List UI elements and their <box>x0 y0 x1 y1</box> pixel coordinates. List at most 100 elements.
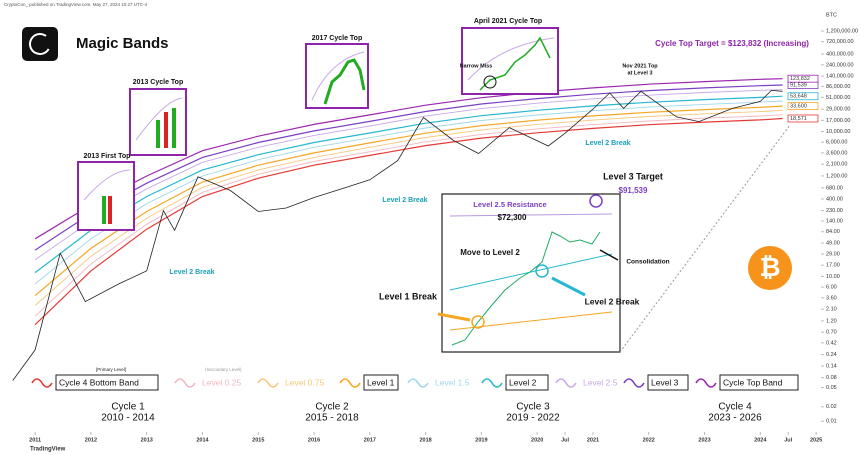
target-circle <box>589 194 603 208</box>
logo-mark <box>29 33 51 55</box>
band <box>34 95 783 274</box>
x-tick-label: Jul <box>561 437 569 443</box>
leader <box>619 124 791 353</box>
legend-swatch <box>695 378 717 388</box>
legend-swatch <box>555 378 577 388</box>
y-tick-label: 6,000.00 <box>826 140 847 146</box>
x-tick-label: 2019 <box>475 437 487 443</box>
plot <box>12 78 783 381</box>
annotation: 2013 First Top <box>84 153 131 160</box>
y-tick-label: 3,600.00 <box>826 150 847 156</box>
annotation: Level 2.5 Resistance <box>473 200 546 209</box>
break-circle <box>535 264 549 278</box>
y-tick-label: 400.00 <box>826 196 843 202</box>
price-tag-label: 33,600 <box>790 104 807 110</box>
thumb-candle <box>172 108 176 148</box>
annotation: April 2021 Cycle Top <box>474 18 542 25</box>
inset-line <box>449 213 613 217</box>
price-tag-label: 53,648 <box>790 94 807 100</box>
cycle-name: Cycle 1 <box>111 402 145 413</box>
y-tick-label: 0.24 <box>826 352 837 358</box>
x-tick-label: 2022 <box>643 437 655 443</box>
legend-note: (Secondary Level) <box>205 367 242 372</box>
thumb-candle <box>156 120 160 148</box>
price-tag <box>787 114 819 123</box>
x-tick-label: 2020 <box>531 437 543 443</box>
legend-label: Level 0.25 <box>202 377 241 387</box>
legend-swatch <box>339 378 361 388</box>
cycle-name: Cycle 2 <box>315 402 349 413</box>
band <box>34 84 783 251</box>
band <box>34 109 783 306</box>
x-tick-label: 2015 <box>252 437 264 443</box>
miss-circle <box>483 75 497 89</box>
inset-line <box>449 253 613 291</box>
y-tick-label: 2.10 <box>826 307 837 313</box>
y-tick-label: 49.00 <box>826 240 840 246</box>
legend-label: Level 2 <box>509 377 537 387</box>
annotation: at Level 3 <box>627 70 652 76</box>
x-tick-label: 2021 <box>587 437 599 443</box>
thumb-candles <box>323 58 366 105</box>
price-tag-label: 123,832 <box>790 76 810 82</box>
break-circle <box>471 315 485 329</box>
x-tick-label: 2012 <box>85 437 97 443</box>
x-tick-label: 2025 <box>810 437 822 443</box>
y-tick-label: 0.14 <box>826 363 837 369</box>
y-tick-label: 0.02 <box>826 404 837 410</box>
band <box>34 100 783 285</box>
y-tick-label: 29.00 <box>826 251 840 257</box>
legend-label: Level 3 <box>651 377 679 387</box>
cycle-years: 2019 - 2022 <box>506 413 560 424</box>
band <box>34 105 783 297</box>
annotation: Nov 2021 Top <box>622 63 658 69</box>
legend-box <box>647 374 689 391</box>
legend-swatch <box>31 378 53 388</box>
y-tick-label: 1.20 <box>826 318 837 324</box>
y-tick-label: 140,000.00 <box>826 74 854 80</box>
x-tick-label: 2023 <box>698 437 710 443</box>
thumb-candle <box>102 196 106 224</box>
y-tick-label: 240,000.00 <box>826 62 854 68</box>
price-tag-label: 18,571 <box>790 116 807 122</box>
y-tick-label: 0.70 <box>826 330 837 336</box>
price-line <box>12 89 783 381</box>
thumb-line <box>83 169 131 201</box>
y-tick-label: 0.42 <box>826 340 837 346</box>
annotation: 2013 Cycle Top <box>133 79 183 86</box>
y-tick-label: 84.00 <box>826 229 840 235</box>
y-tick-label: 720,000.00 <box>826 39 854 45</box>
x-tick-label: 2017 <box>364 437 376 443</box>
legend-label: Level 1 <box>367 377 395 387</box>
y-tick-label: 1,200,000.00 <box>826 28 858 34</box>
y-tick-label: 0.08 <box>826 375 837 381</box>
y-tick-label: 86,000.00 <box>826 84 850 90</box>
thumb-candle <box>108 196 112 224</box>
annotation: 2017 Cycle Top <box>312 35 362 42</box>
annotation: $72,300 <box>498 213 527 222</box>
annotation: Level 2 Break <box>382 197 427 204</box>
x-tick-label: Jul <box>784 437 792 443</box>
title: Magic Bands <box>76 35 169 52</box>
cycle-name: Cycle 4 <box>718 402 752 413</box>
arrow <box>437 312 471 322</box>
x-tick-label: 2011 <box>29 437 41 443</box>
legend-label: Cycle Top Band <box>723 377 783 387</box>
y-tick-label: 1,200.00 <box>826 173 847 179</box>
x-tick-label: 2016 <box>308 437 320 443</box>
x-tick-label: 2018 <box>419 437 431 443</box>
price-tag <box>787 74 819 83</box>
price-tag <box>787 102 819 110</box>
legend-swatch <box>257 378 279 388</box>
y-tick-label: 0.05 <box>826 385 837 391</box>
thumb-line <box>311 51 365 101</box>
annotation: Cycle Top Target = $123,832 (Increasing) <box>655 39 809 48</box>
y-tick-label: 400,000.00 <box>826 52 854 58</box>
legend-note: [Primary Level] <box>96 367 126 372</box>
annotation: $91,539 <box>619 186 648 195</box>
annotation: Narrow Miss <box>460 63 493 69</box>
band <box>34 117 783 326</box>
annotation: Move to Level 2 <box>460 248 520 257</box>
